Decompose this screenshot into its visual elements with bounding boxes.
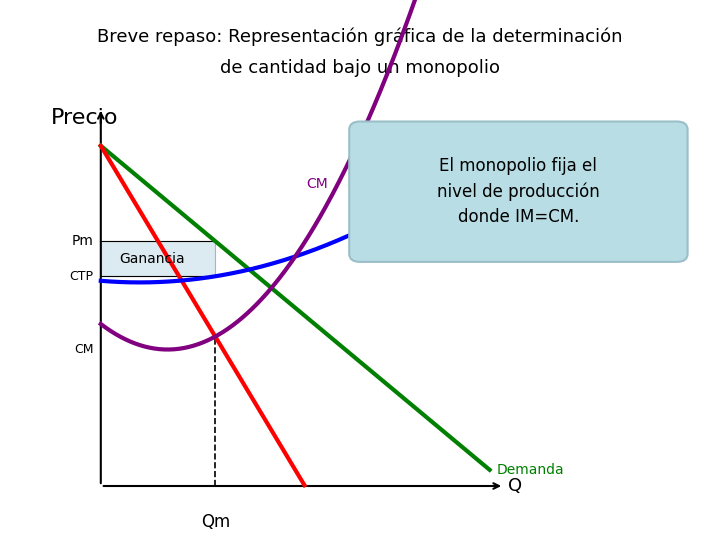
Text: Pm: Pm [72,234,94,248]
Bar [101,241,215,276]
Text: Q: Q [508,477,522,495]
Text: Qm: Qm [201,513,230,531]
FancyBboxPatch shape [349,122,688,262]
Text: CTP: CTP [461,126,487,140]
Text: CM: CM [74,343,94,356]
Text: Precio: Precio [50,108,118,128]
Text: CTP: CTP [70,270,94,283]
Text: de cantidad bajo un monopolio: de cantidad bajo un monopolio [220,59,500,77]
Text: CM: CM [306,177,328,191]
Text: El monopolio fija el
nivel de producción
donde IM=CM.: El monopolio fija el nivel de producción… [437,157,600,226]
Text: Breve repaso: Representación gráfica de la determinación: Breve repaso: Representación gráfica de … [97,27,623,45]
Text: Demanda: Demanda [497,463,564,477]
Text: Ganancia: Ganancia [120,252,185,266]
